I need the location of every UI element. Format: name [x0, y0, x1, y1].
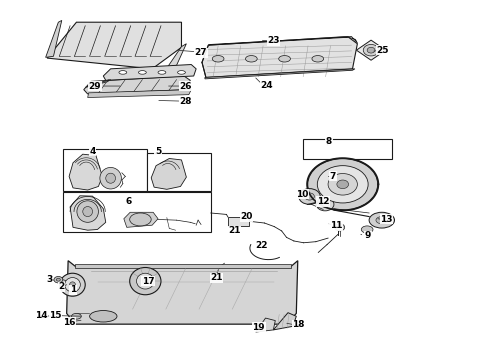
- Text: 16: 16: [63, 318, 75, 327]
- Ellipse shape: [245, 55, 257, 62]
- Text: 27: 27: [195, 48, 207, 57]
- Polygon shape: [167, 44, 186, 68]
- Ellipse shape: [279, 55, 291, 62]
- Ellipse shape: [130, 213, 151, 226]
- Ellipse shape: [70, 282, 75, 288]
- Ellipse shape: [308, 158, 378, 210]
- Ellipse shape: [54, 276, 63, 283]
- Text: 18: 18: [293, 320, 305, 329]
- Ellipse shape: [321, 202, 329, 207]
- Text: 1: 1: [70, 285, 76, 294]
- Ellipse shape: [65, 278, 80, 292]
- Text: 22: 22: [255, 242, 268, 251]
- Bar: [303, 139, 392, 159]
- Ellipse shape: [106, 173, 116, 183]
- Ellipse shape: [90, 311, 117, 322]
- Polygon shape: [85, 80, 111, 87]
- Ellipse shape: [328, 174, 357, 195]
- Text: 12: 12: [317, 197, 329, 206]
- Ellipse shape: [100, 167, 122, 189]
- Polygon shape: [69, 154, 102, 190]
- Bar: [63, 192, 211, 232]
- Ellipse shape: [72, 314, 81, 319]
- Ellipse shape: [361, 226, 373, 233]
- Text: 29: 29: [89, 82, 101, 91]
- Ellipse shape: [137, 273, 154, 289]
- Bar: [228, 217, 249, 226]
- Polygon shape: [47, 22, 181, 69]
- Text: 25: 25: [376, 46, 389, 55]
- Ellipse shape: [318, 166, 368, 203]
- Polygon shape: [256, 318, 275, 332]
- Text: 11: 11: [330, 221, 342, 230]
- Bar: [63, 149, 147, 192]
- Ellipse shape: [305, 193, 315, 200]
- Text: 14: 14: [35, 311, 48, 320]
- Ellipse shape: [56, 278, 60, 281]
- Ellipse shape: [317, 198, 334, 211]
- Text: 4: 4: [89, 147, 96, 156]
- Bar: [147, 153, 211, 192]
- Ellipse shape: [177, 71, 185, 74]
- Text: 19: 19: [252, 323, 265, 332]
- Text: 24: 24: [261, 81, 273, 90]
- Text: 15: 15: [49, 311, 62, 320]
- Ellipse shape: [367, 47, 375, 53]
- Ellipse shape: [299, 189, 320, 204]
- Text: 9: 9: [365, 231, 371, 240]
- Text: 23: 23: [267, 36, 280, 45]
- Polygon shape: [202, 37, 357, 77]
- Text: 7: 7: [330, 172, 336, 181]
- Polygon shape: [124, 212, 158, 227]
- Text: 20: 20: [240, 212, 253, 221]
- Text: 26: 26: [179, 82, 192, 91]
- Text: 6: 6: [125, 197, 132, 206]
- Polygon shape: [46, 21, 62, 57]
- Ellipse shape: [158, 71, 166, 74]
- Ellipse shape: [376, 217, 388, 224]
- Text: 2: 2: [59, 282, 65, 291]
- Text: 13: 13: [380, 215, 393, 224]
- Ellipse shape: [369, 212, 394, 228]
- Text: 5: 5: [155, 147, 161, 156]
- Ellipse shape: [77, 201, 98, 222]
- Ellipse shape: [143, 278, 148, 284]
- Ellipse shape: [119, 71, 127, 74]
- Text: 10: 10: [296, 190, 309, 199]
- Polygon shape: [205, 69, 355, 79]
- Polygon shape: [84, 76, 190, 94]
- Text: 21: 21: [210, 273, 223, 282]
- Polygon shape: [88, 90, 191, 98]
- Ellipse shape: [212, 55, 224, 62]
- Text: 21: 21: [228, 226, 241, 235]
- Polygon shape: [273, 313, 296, 330]
- Polygon shape: [103, 64, 196, 80]
- Text: 28: 28: [179, 96, 192, 105]
- Ellipse shape: [90, 82, 99, 87]
- Ellipse shape: [130, 267, 161, 295]
- Ellipse shape: [60, 273, 85, 296]
- Polygon shape: [151, 158, 186, 189]
- Ellipse shape: [363, 44, 379, 56]
- Polygon shape: [75, 264, 292, 268]
- Text: 17: 17: [142, 276, 154, 285]
- Ellipse shape: [312, 55, 324, 62]
- Text: 3: 3: [47, 275, 53, 284]
- Polygon shape: [70, 196, 106, 230]
- Polygon shape: [208, 37, 357, 45]
- Ellipse shape: [335, 224, 344, 231]
- Polygon shape: [356, 40, 386, 60]
- Polygon shape: [67, 261, 298, 324]
- Ellipse shape: [139, 71, 147, 74]
- Text: 8: 8: [326, 137, 332, 146]
- Ellipse shape: [337, 180, 348, 189]
- Ellipse shape: [83, 207, 93, 217]
